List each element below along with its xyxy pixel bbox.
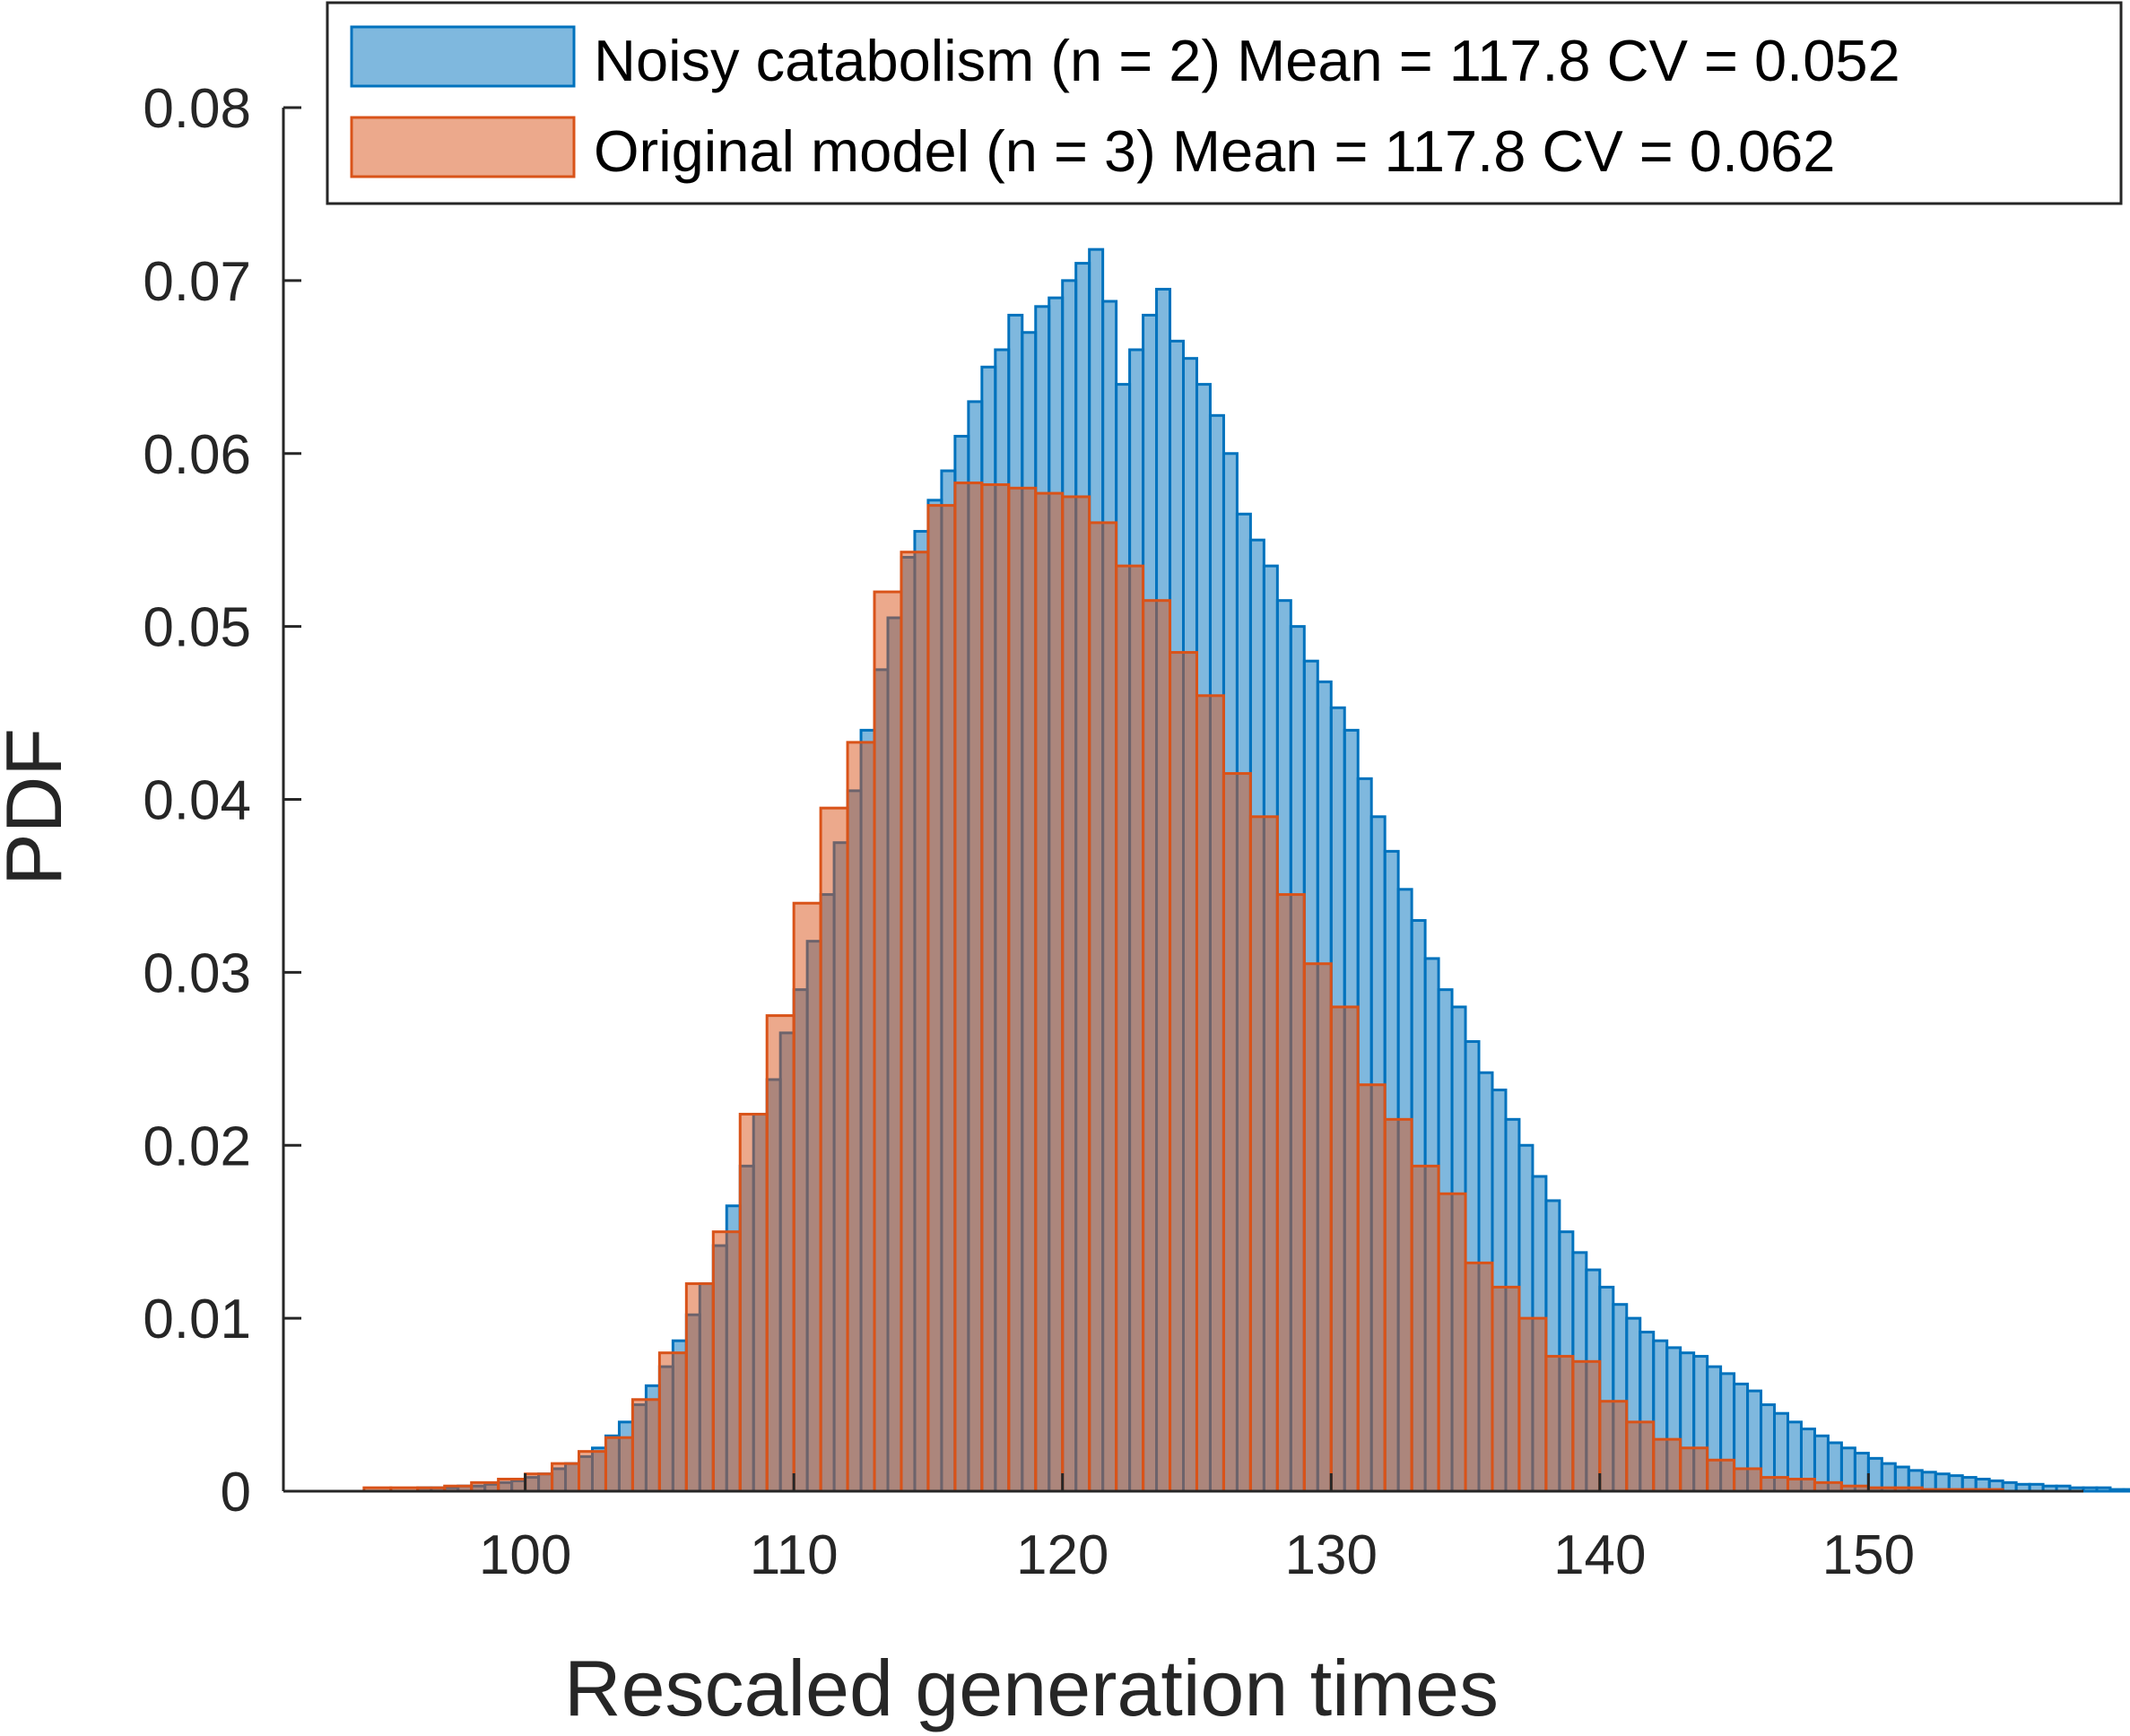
y-tick-label: 0.07 [143,251,251,313]
histogram-bar [953,482,984,1493]
histogram-bar [1625,1420,1656,1493]
legend-box [326,1,2123,205]
y-axis-title: PDF [0,728,78,886]
histogram-bar [1169,651,1198,1493]
legend-label-original: Original model (n = 3) Mean = 117.8 CV =… [594,118,1835,184]
histogram-bar [1061,495,1091,1493]
x-tick-label: 110 [750,1524,839,1586]
axes: 100 110 120 130 140 150 0 0.01 0.02 0.03 0.04 0.05 0… [143,78,2083,1586]
legend-swatch-noisy [350,25,576,88]
y-tick-label: 0.02 [143,1115,251,1177]
legend-label-noisy: Noisy catabolism (n = 2) Mean = 117.8 CV… [594,28,1900,93]
histogram-bar [630,1398,661,1493]
legend-swatch-original [350,116,576,178]
histogram-bar [1866,1456,1883,1493]
histogram-bar [765,1014,795,1493]
histogram-bar [1356,1083,1387,1493]
histogram-bar [1275,893,1306,1493]
y-tick-label: 0.03 [143,942,251,1004]
histogram-bar [1598,1400,1629,1493]
histogram-bar [578,1450,607,1493]
histogram-bar [1088,521,1118,1493]
x-tick-label: 140 [1553,1524,1646,1586]
histogram-bar [900,551,930,1493]
histogram-bar [1733,1467,1763,1493]
histogram-bar [738,1113,769,1493]
x-tick-label: 130 [1285,1524,1378,1586]
y-tick-label: 0.06 [143,424,251,486]
histogram-bar [1544,1355,1575,1493]
histogram-bar [657,1351,688,1493]
x-tick-label: 150 [1822,1524,1915,1586]
histogram-bar [1679,1446,1709,1493]
histogram-bars [362,247,2130,1493]
y-tick-label: 0 [221,1462,251,1523]
histogram-bar [926,504,957,1493]
histogram-bar [524,1472,554,1493]
histogram-bar [1248,815,1279,1493]
y-tick-label: 0.04 [143,770,251,832]
histogram-bar [980,482,1011,1493]
histogram-bar [551,1462,581,1493]
histogram-bar [497,1478,527,1493]
histogram-bar [1517,1316,1548,1493]
y-tick-label: 0.01 [143,1289,251,1350]
x-tick-label: 100 [479,1524,571,1586]
y-tick-label: 0.08 [143,78,251,140]
histogram-bar [1034,491,1065,1493]
legend: Noisy catabolism (n = 2) Mean = 117.8 CV… [326,1,2123,205]
histogram-bar [2082,1486,2099,1493]
histogram-bar [1195,694,1225,1493]
x-tick-label: 120 [1016,1524,1108,1586]
histogram-bar [1571,1359,1602,1493]
x-axis-title: Rescaled generation times [564,1644,1499,1732]
histogram-bar [873,590,903,1493]
histogram-bar [1142,599,1172,1493]
histogram-bar [711,1230,742,1493]
histogram-bar [846,741,876,1493]
histogram-bar [1115,564,1145,1493]
histogram-bar [792,901,822,1493]
histogram-bar [2108,1488,2126,1493]
y-tick-label: 0.05 [143,597,251,659]
histogram-bar [1760,1476,1790,1493]
histogram-bar [2122,1488,2130,1493]
histogram-bar [1491,1285,1521,1493]
histogram-bar [1706,1458,1736,1493]
histogram-bar [1329,1005,1360,1493]
histogram-bar [1383,1117,1413,1493]
histogram-bar [684,1282,715,1493]
histogram-bar [819,806,849,1493]
histogram-bar [1652,1437,1682,1493]
histogram-bar [1302,962,1333,1493]
histogram-bar [1464,1261,1494,1493]
histogram-bar [1786,1478,1816,1493]
histogram-bar [2095,1486,2112,1493]
histogram-bar [1410,1164,1440,1493]
histogram-bar [1221,772,1252,1493]
histogram-bar [1437,1192,1467,1493]
histogram-bar [1007,486,1038,1493]
histogram-bar [604,1436,634,1493]
